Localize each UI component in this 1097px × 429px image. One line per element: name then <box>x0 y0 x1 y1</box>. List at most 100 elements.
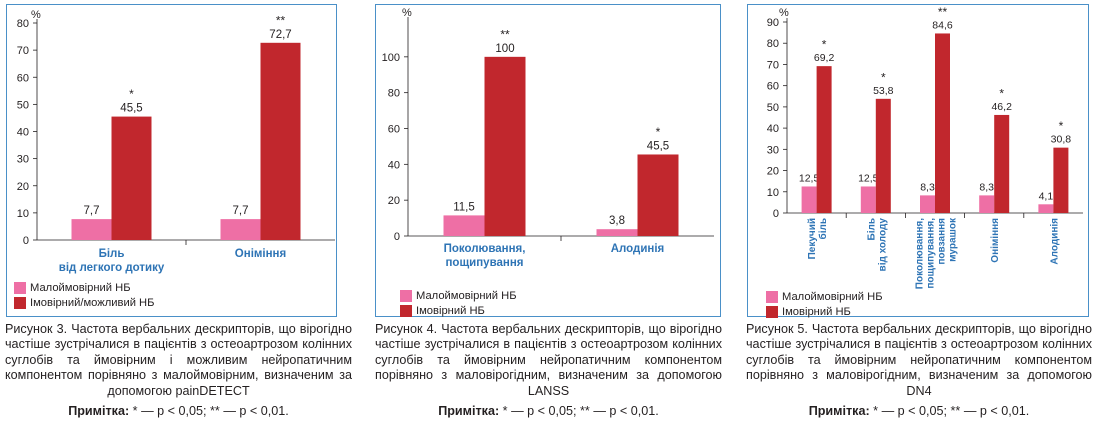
y-axis-label: % <box>779 7 789 19</box>
y-tick-label: 30 <box>17 154 29 166</box>
data-label: 8,3 <box>920 181 935 193</box>
y-tick-label: 0 <box>773 208 779 220</box>
bar-high <box>260 42 301 240</box>
y-tick-label: 40 <box>388 159 400 171</box>
y-axis-label: % <box>31 9 41 21</box>
category-label: від легкого дотику <box>59 262 165 274</box>
data-label: 8,3 <box>979 181 994 193</box>
data-label: 30,8 <box>1051 134 1072 146</box>
category-label: пощипування <box>445 257 523 269</box>
legend-swatch-low <box>14 281 26 294</box>
bar-high <box>994 114 1010 213</box>
category-label: Пекучий <box>807 218 818 259</box>
category-label: повзання <box>937 218 948 265</box>
bar-low <box>801 186 817 213</box>
legend-label-low: Малоймовірний НБ <box>416 289 517 302</box>
y-tick-label: 40 <box>767 123 779 135</box>
category-label: Алодинія <box>1049 218 1060 265</box>
y-tick-label: 20 <box>767 166 779 178</box>
note-text: * — p < 0,05; ** — p < 0,01. <box>869 404 1030 418</box>
bar-high <box>637 154 679 236</box>
note-text: * — p < 0,05; ** — p < 0,01. <box>129 404 289 418</box>
significance-mark: * <box>999 86 1004 100</box>
data-label: 45,5 <box>120 103 142 115</box>
data-label: 4,1 <box>1039 190 1054 202</box>
data-label: 7,7 <box>233 205 249 217</box>
figure-note-5: Примітка: * — p < 0,05; ** — p < 0,01. <box>746 404 1092 419</box>
bar-low <box>220 219 261 240</box>
y-tick-label: 20 <box>388 195 400 207</box>
bar-high <box>935 33 950 214</box>
data-label: 84,6 <box>932 19 953 31</box>
significance-mark: ** <box>938 5 948 19</box>
data-label: 69,2 <box>814 52 835 64</box>
category-label: мурашок <box>948 217 959 262</box>
bar-high <box>875 98 891 213</box>
category-label: Оніміння <box>990 218 1001 263</box>
category-label: пощипування, <box>926 218 937 289</box>
legend-label-high: Імовірний НБ <box>782 305 851 318</box>
legend-item-high: Імовірний НБ <box>766 304 883 319</box>
legend-figure-5: Малоймовірний НБ Імовірний НБ <box>766 289 883 319</box>
significance-mark: * <box>822 38 827 52</box>
significance-mark: * <box>656 125 661 139</box>
data-label: 12,5 <box>799 172 820 184</box>
legend-item-high: Імовірний/можливий НБ <box>14 295 154 310</box>
significance-mark: ** <box>276 13 286 27</box>
note-label: Примітка: <box>68 404 130 418</box>
category-label: Біль <box>99 248 125 260</box>
figure-caption-4: Рисунок 4. Частота вербальних дескриптор… <box>375 322 722 398</box>
y-tick-label: 80 <box>17 18 29 30</box>
legend-item-high: Імовірний НБ <box>400 303 517 318</box>
category-label: від холоду <box>877 218 888 272</box>
note-text: * — p < 0,05; ** — p < 0,01. <box>499 404 659 418</box>
y-tick-label: 40 <box>17 127 29 139</box>
data-label: 45,5 <box>647 140 669 152</box>
y-tick-label: 100 <box>382 52 400 64</box>
data-label: 46,2 <box>991 101 1012 113</box>
legend-swatch-low <box>400 289 412 302</box>
y-axis-label: % <box>402 7 412 19</box>
y-tick-label: 10 <box>767 187 779 199</box>
data-label: 7,7 <box>84 205 100 217</box>
category-label: Поколювання, <box>444 243 526 255</box>
legend-label-low: Малоймовірний НБ <box>782 290 883 303</box>
bar-low <box>979 195 995 213</box>
bar-high <box>816 66 832 214</box>
significance-mark: * <box>1059 119 1064 133</box>
y-tick-label: 20 <box>17 181 29 193</box>
legend-figure-3: Малоймовірний НБ Імовірний/можливий НБ <box>14 280 154 310</box>
bar-high <box>484 56 526 237</box>
note-label: Примітка: <box>438 404 500 418</box>
figure-caption-3: Рисунок 3. Частота вербальних дескриптор… <box>5 322 352 398</box>
bar-low <box>920 195 935 213</box>
data-label: 11,5 <box>453 201 475 213</box>
y-tick-label: 60 <box>388 124 400 136</box>
significance-mark: * <box>881 70 886 84</box>
bar-low <box>860 186 876 213</box>
legend-item-low: Малоймовірний НБ <box>14 280 154 295</box>
figure-caption-5: Рисунок 5. Частота вербальних дескриптор… <box>746 322 1092 398</box>
category-label: Оніміння <box>235 248 286 260</box>
category-label: Біль <box>866 218 877 240</box>
legend-label-low: Малоймовірний НБ <box>30 281 131 294</box>
category-label: Поколювання, <box>915 218 926 289</box>
legend-label-high: Імовірний/можливий НБ <box>30 296 155 309</box>
data-label: 72,7 <box>269 29 291 41</box>
y-tick-label: 10 <box>17 208 29 220</box>
y-tick-label: 30 <box>767 144 779 156</box>
data-label: 12,5 <box>858 172 879 184</box>
y-tick-label: 90 <box>767 17 779 29</box>
y-tick-label: 70 <box>17 45 29 57</box>
y-tick-label: 0 <box>23 235 29 247</box>
y-tick-label: 0 <box>394 231 400 243</box>
legend-swatch-high <box>400 304 412 317</box>
figure-note-3: Примітка: * — p < 0,05; ** — p < 0,01. <box>5 404 352 419</box>
note-label: Примітка: <box>808 404 870 418</box>
bar-high <box>111 116 152 240</box>
legend-item-low: Малоймовірний НБ <box>400 288 517 303</box>
data-label: 53,8 <box>873 85 894 97</box>
